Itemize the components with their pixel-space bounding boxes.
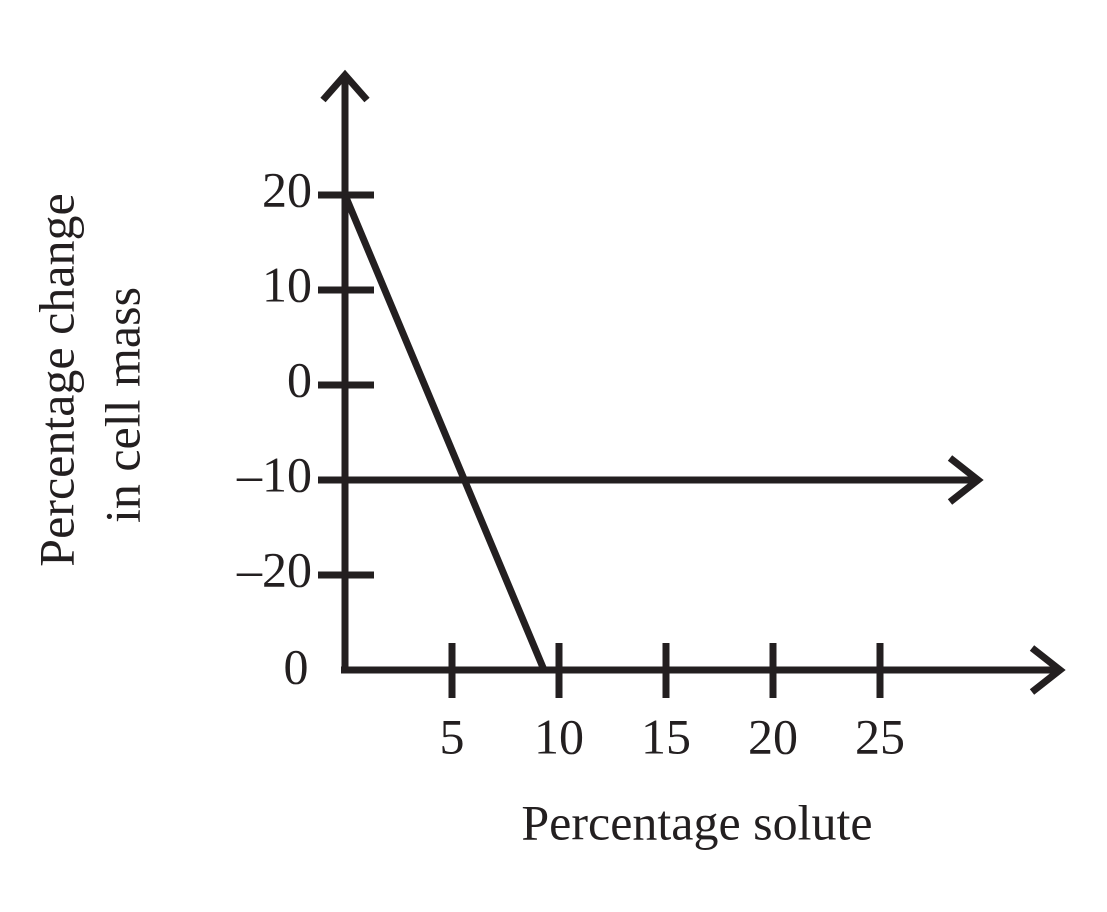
x-axis bbox=[341, 645, 1066, 695]
y-tick-label: –10 bbox=[236, 446, 312, 502]
x-tick-label: 25 bbox=[855, 708, 905, 764]
data-line bbox=[341, 193, 548, 672]
y-tick-label: 0 bbox=[287, 351, 312, 407]
y-axis-title-line: Percentage change bbox=[28, 193, 84, 566]
x-tick-label: 10 bbox=[534, 708, 584, 764]
x-tick-label: 15 bbox=[641, 708, 691, 764]
y-tick-label: 20 bbox=[262, 161, 312, 217]
origin-label: 0 bbox=[284, 638, 309, 694]
x-tick-label: 20 bbox=[748, 708, 798, 764]
y-axis bbox=[320, 69, 370, 672]
x-axis-title: Percentage solute bbox=[521, 794, 872, 850]
y-axis-title: Percentage change in cell mass bbox=[28, 193, 150, 566]
y-axis-title-line: in cell mass bbox=[94, 287, 150, 523]
y-tick-label: –20 bbox=[236, 541, 312, 597]
y-tick-label: 10 bbox=[262, 256, 312, 312]
reference-line bbox=[345, 455, 984, 505]
x-tick-label: 5 bbox=[440, 708, 465, 764]
